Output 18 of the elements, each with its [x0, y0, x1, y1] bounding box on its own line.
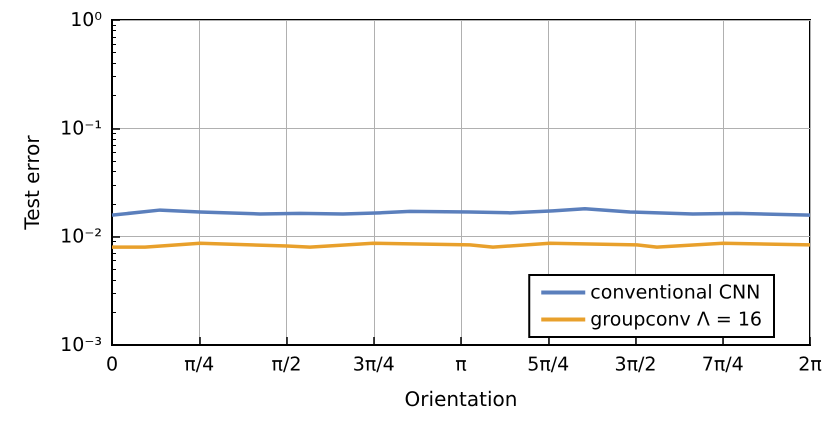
y-tick-label: 10⁰ [70, 9, 102, 31]
x-tick-label: π/4 [184, 354, 214, 376]
y-tick-label: 10⁻¹ [60, 117, 102, 140]
x-tick-label: 3π/2 [614, 354, 657, 376]
x-tick-label: 5π/4 [527, 354, 570, 376]
y-tick-label: 10⁻² [60, 226, 102, 248]
legend-label: groupconv Λ = 16 [590, 308, 762, 330]
x-axis-title: Orientation [404, 387, 518, 411]
x-tick-label: 0 [106, 354, 118, 376]
x-tick-label: 7π/4 [702, 354, 744, 376]
legend-label: conventional CNN [590, 282, 760, 304]
y-tick-label: 10⁻³ [60, 334, 102, 356]
x-tick-label: π [455, 354, 467, 376]
line-series [110, 207, 812, 217]
x-tick-label: 2π [798, 354, 822, 376]
x-tick-label: π/2 [272, 354, 302, 376]
y-axis-title: Test error [20, 134, 44, 231]
x-tick-label: 3π/4 [352, 354, 395, 376]
